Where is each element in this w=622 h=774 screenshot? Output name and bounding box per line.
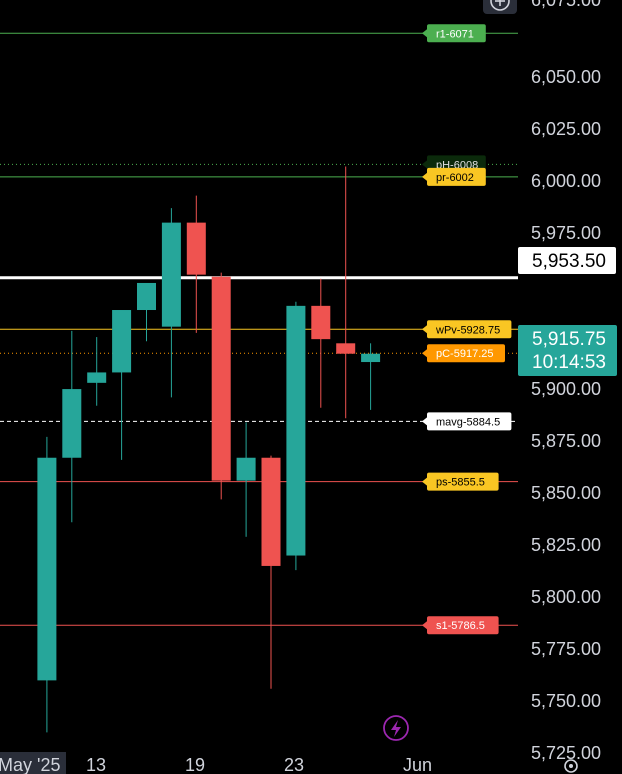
y-tick-label: 5,875.00 <box>531 431 601 451</box>
level-tag-7 <box>427 616 499 635</box>
y-tick-label: 6,025.00 <box>531 119 601 139</box>
y-tick-label: 5,900.00 <box>531 379 601 399</box>
candle-body-9 <box>236 457 256 481</box>
candle-body-6 <box>161 222 181 327</box>
price-axis-top-label: 6,075.00 <box>531 0 601 10</box>
candle-body-8 <box>211 276 231 481</box>
plus-circle-icon[interactable] <box>483 0 517 14</box>
candles-layer <box>12 166 381 774</box>
x-tick-label: 23 <box>284 755 304 774</box>
last-price-text: 5,915.75 <box>532 329 606 350</box>
x-tick-label: May '25 <box>0 755 60 774</box>
level-tag-label-0: r1-6071 <box>436 28 474 40</box>
level-tag-0 <box>427 24 486 43</box>
level-tag-2 <box>427 167 486 186</box>
level-tag-arrow-2 <box>422 172 427 181</box>
y-tick-label: 6,000.00 <box>531 171 601 191</box>
level-tag-label-2: pr-6002 <box>436 172 474 184</box>
candle-body-10 <box>261 457 281 566</box>
candle-body-4 <box>112 310 132 373</box>
level-tag-5 <box>427 412 512 431</box>
y-tick-label: 5,825.00 <box>531 535 601 555</box>
level-tag-4 <box>427 344 505 363</box>
level-tag-arrow-1 <box>422 160 427 169</box>
time-axis[interactable]: May '25 13 19 23 Jun <box>0 752 432 774</box>
candle-body-3 <box>87 372 107 383</box>
last-price-label: 5,915.75 10:14:53 <box>518 325 617 376</box>
y-tick-label: 5,975.00 <box>531 223 601 243</box>
candle-body-13 <box>336 343 356 354</box>
level-tag-arrow-5 <box>422 417 427 426</box>
candle-body-1 <box>37 457 57 681</box>
level-tag-arrow-7 <box>422 621 427 630</box>
candle-body-11 <box>286 305 306 556</box>
candle-body-2 <box>62 389 82 458</box>
candle-body-5 <box>137 282 156 311</box>
level-tag-label-3: wPv-5928.75 <box>435 324 500 336</box>
x-tick-highlight <box>0 752 66 774</box>
y-tick-label: 5,800.00 <box>531 587 601 607</box>
candle-body-7 <box>186 222 206 275</box>
x-tick-label: 13 <box>86 755 106 774</box>
countdown-timer: 10:14:53 <box>532 352 606 373</box>
level-tag-arrow-6 <box>422 477 427 486</box>
level-tag-6 <box>427 472 499 491</box>
level-tag-label-7: s1-5786.5 <box>436 620 485 632</box>
x-tick-label: Jun <box>403 755 432 774</box>
y-tick-label: 5,750.00 <box>531 691 601 711</box>
level-tag-arrow-3 <box>422 325 427 334</box>
gear-icon[interactable] <box>564 759 578 773</box>
level-tag-arrow-0 <box>422 29 427 38</box>
y-tick-label: 6,050.00 <box>531 67 601 87</box>
current-price-label: 5,953.50 <box>518 247 616 274</box>
level-tag-3 <box>427 320 512 339</box>
level-tag-label-6: ps-5855.5 <box>436 477 485 489</box>
price-axis[interactable]: 6,050.006,025.006,000.005,975.005,925.00… <box>531 67 601 763</box>
y-tick-label: 5,850.00 <box>531 483 601 503</box>
lightning-icon[interactable] <box>383 715 409 741</box>
candle-body-14 <box>361 353 381 363</box>
x-tick-label: 19 <box>185 755 205 774</box>
level-tag-label-5: mavg-5884.5 <box>436 416 500 428</box>
y-tick-label: 5,775.00 <box>531 639 601 659</box>
level-tag-arrow-4 <box>422 349 427 358</box>
candle-body-12 <box>311 305 331 340</box>
level-tags-layer: r1-6071pH-6008pr-6002wPv-5928.75pC-5917.… <box>422 24 512 635</box>
current-price-text: 5,953.50 <box>532 251 606 272</box>
level-tag-label-4: pC-5917.25 <box>436 348 494 360</box>
y-tick-label: 5,725.00 <box>531 743 601 763</box>
